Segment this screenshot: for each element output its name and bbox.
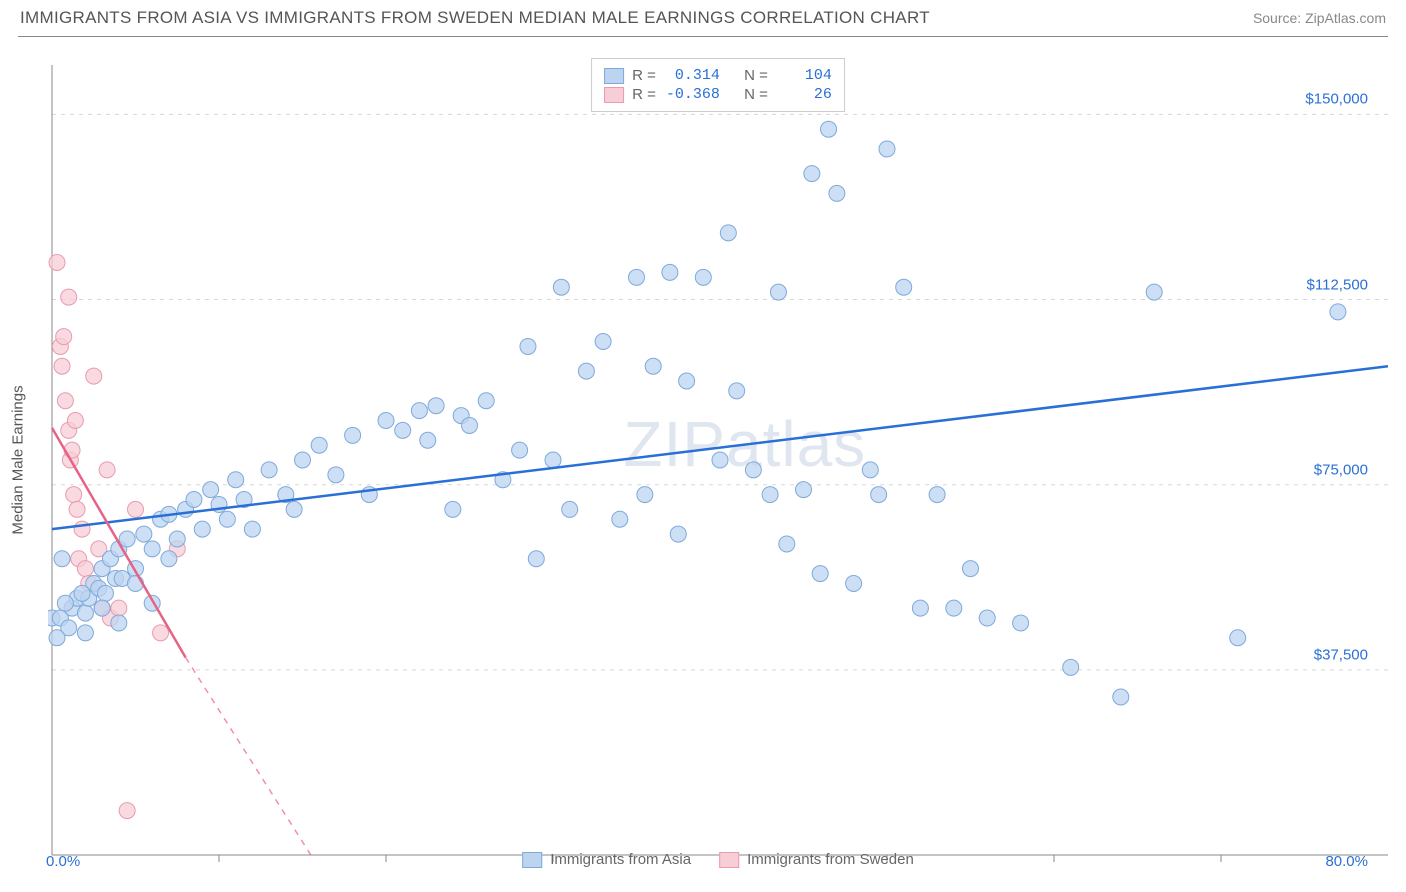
ytick: $112,500 <box>1307 276 1368 293</box>
ytick: $37,500 <box>1314 646 1368 663</box>
correlation-legend: R = 0.314 N = 104 R = -0.368 N = 26 <box>591 58 845 112</box>
n-value-sweden: 26 <box>776 86 832 103</box>
legend-sweden: Immigrants from Sweden <box>719 851 914 868</box>
xtick-min: 0.0% <box>46 853 80 870</box>
swatch-asia <box>522 852 542 868</box>
r-label: R = <box>632 86 656 103</box>
swatch-sweden <box>719 852 739 868</box>
y-axis-label: Median Male Earnings <box>10 385 27 534</box>
ytick: $150,000 <box>1305 91 1368 108</box>
r-value-asia: 0.314 <box>664 67 720 84</box>
source-text: Source: ZipAtlas.com <box>1253 10 1386 26</box>
n-label: N = <box>744 67 768 84</box>
series-legend: Immigrants from Asia Immigrants from Swe… <box>522 849 914 870</box>
scatter-chart <box>48 50 1388 870</box>
xtick-max: 80.0% <box>1325 853 1368 870</box>
legend-asia-label: Immigrants from Asia <box>550 851 691 868</box>
n-label: N = <box>744 86 768 103</box>
legend-row-sweden: R = -0.368 N = 26 <box>604 86 832 103</box>
r-label: R = <box>632 67 656 84</box>
chart-container: Median Male Earnings ZIPatlas R = 0.314 … <box>48 50 1388 870</box>
legend-sweden-label: Immigrants from Sweden <box>747 851 914 868</box>
header-underline <box>18 36 1388 37</box>
swatch-asia <box>604 68 624 84</box>
legend-row-asia: R = 0.314 N = 104 <box>604 67 832 84</box>
chart-title: IMMIGRANTS FROM ASIA VS IMMIGRANTS FROM … <box>20 8 930 28</box>
n-value-asia: 104 <box>776 67 832 84</box>
ytick: $75,000 <box>1314 461 1368 478</box>
r-value-sweden: -0.368 <box>664 86 720 103</box>
legend-asia: Immigrants from Asia <box>522 851 691 868</box>
swatch-sweden <box>604 87 624 103</box>
